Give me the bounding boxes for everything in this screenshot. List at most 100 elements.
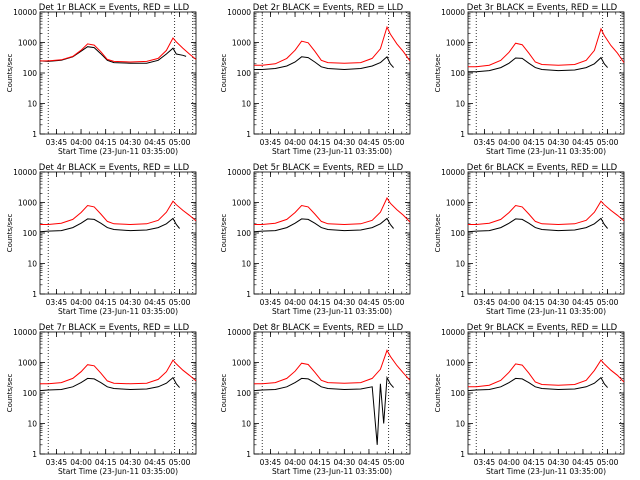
y-tick-label: 10000 <box>441 8 465 17</box>
chart-panel: Det 4r BLACK = Events, RED = LLD 1 10 100 10… <box>6 163 197 316</box>
x-tick-label: 03:45 <box>46 458 68 467</box>
plot-frame <box>467 331 625 455</box>
x-axis-label: Start Time (23-Jun-11 03:35:00) <box>58 307 178 316</box>
x-tick-label: 04:00 <box>498 138 520 147</box>
x-tick-label: 04:30 <box>334 298 356 307</box>
series-line <box>254 25 411 66</box>
y-tick-label: 100 <box>451 229 466 238</box>
x-tick-label: 05:00 <box>169 138 191 147</box>
x-tick-label: 05:00 <box>383 298 405 307</box>
chart-title: Det 9r BLACK = Events, RED = LLD <box>467 323 618 333</box>
x-axis-label: Start Time (23-Jun-11 03:35:00) <box>272 147 392 156</box>
x-tick-label: 04:45 <box>144 138 166 147</box>
y-tick-label: 1 <box>460 130 465 139</box>
y-tick-label: 10 <box>27 260 37 269</box>
y-tick-label: 1 <box>246 450 251 459</box>
y-tick-label: 100 <box>237 389 252 398</box>
y-tick-label: 1 <box>246 130 251 139</box>
x-tick-label: 04:00 <box>284 138 306 147</box>
y-tick-label: 10000 <box>13 8 37 17</box>
y-axis-label: Counts/sec <box>220 374 228 413</box>
chart-panel: Det 9r BLACK = Events, RED = LLD 1 10 100 10… <box>434 323 625 476</box>
series-line <box>468 56 608 73</box>
plot-frame <box>39 11 197 135</box>
y-tick-label: 1000 <box>446 199 465 208</box>
y-axis-label: Counts/sec <box>434 54 442 93</box>
x-tick-label: 04:15 <box>523 298 545 307</box>
x-tick-label: 04:45 <box>358 138 380 147</box>
y-tick-label: 10 <box>455 260 465 269</box>
chart-title: Det 6r BLACK = Events, RED = LLD <box>467 163 618 173</box>
x-tick-label: 04:15 <box>523 458 545 467</box>
series-line <box>253 375 394 445</box>
x-tick-label: 05:00 <box>597 458 619 467</box>
x-tick-label: 04:30 <box>120 138 142 147</box>
x-axis-label: Start Time (23-Jun-11 03:35:00) <box>486 467 606 476</box>
y-tick-label: 1000 <box>446 39 465 48</box>
y-tick-label: 100 <box>23 229 38 238</box>
y-tick-label: 10 <box>241 260 251 269</box>
x-axis-label: Start Time (23-Jun-11 03:35:00) <box>272 467 392 476</box>
x-tick-label: 04:45 <box>572 458 594 467</box>
plot-frame <box>467 171 625 295</box>
y-axis-label: Counts/sec <box>220 214 228 253</box>
y-tick-label: 100 <box>237 229 252 238</box>
x-tick-label: 04:15 <box>95 458 117 467</box>
chart-title: Det 8r BLACK = Events, RED = LLD <box>253 323 404 333</box>
y-axis-label: Counts/sec <box>434 214 442 253</box>
x-tick-label: 04:30 <box>120 298 142 307</box>
x-tick-label: 04:00 <box>284 298 306 307</box>
x-axis-label: Start Time (23-Jun-11 03:35:00) <box>272 307 392 316</box>
y-tick-label: 1000 <box>18 359 37 368</box>
x-tick-label: 04:00 <box>284 458 306 467</box>
x-axis-label: Start Time (23-Jun-11 03:35:00) <box>58 147 178 156</box>
y-axis-label: Counts/sec <box>6 54 14 93</box>
series-line <box>467 217 608 233</box>
chart-title: Det 5r BLACK = Events, RED = LLD <box>253 163 404 173</box>
x-tick-label: 04:45 <box>572 138 594 147</box>
series-line <box>468 359 625 388</box>
y-axis-label: Counts/sec <box>434 374 442 413</box>
x-tick-label: 04:15 <box>523 138 545 147</box>
y-tick-label: 10000 <box>13 168 37 177</box>
y-axis-label: Counts/sec <box>6 374 14 413</box>
y-tick-label: 10 <box>455 100 465 109</box>
series-line <box>253 217 394 233</box>
x-tick-label: 04:30 <box>334 458 356 467</box>
x-tick-label: 05:00 <box>383 138 405 147</box>
plot-frame <box>253 171 411 295</box>
x-tick-label: 04:30 <box>548 298 570 307</box>
plot-frame <box>39 331 197 455</box>
x-tick-label: 04:00 <box>70 138 92 147</box>
y-tick-label: 1 <box>460 290 465 299</box>
y-tick-label: 100 <box>451 389 466 398</box>
y-tick-label: 1 <box>32 450 37 459</box>
y-tick-label: 10000 <box>227 8 251 17</box>
x-tick-label: 05:00 <box>597 298 619 307</box>
y-tick-label: 1000 <box>232 39 251 48</box>
y-tick-label: 10 <box>241 100 251 109</box>
y-tick-label: 1 <box>32 290 37 299</box>
series-line <box>39 376 180 392</box>
chart-panel: Det 6r BLACK = Events, RED = LLD 1 10 100 10… <box>434 163 625 316</box>
x-tick-label: 04:15 <box>309 458 331 467</box>
x-axis-label: Start Time (23-Jun-11 03:35:00) <box>486 307 606 316</box>
series-line <box>40 200 197 226</box>
x-tick-label: 04:30 <box>548 138 570 147</box>
chart-panel: Det 1r BLACK = Events, RED = LLD 1 10 100 10… <box>6 3 197 156</box>
y-tick-label: 1000 <box>232 199 251 208</box>
x-tick-label: 04:45 <box>358 298 380 307</box>
chart-title: Det 7r BLACK = Events, RED = LLD <box>39 323 190 333</box>
x-tick-label: 04:15 <box>95 298 117 307</box>
y-tick-label: 10000 <box>441 168 465 177</box>
y-tick-label: 1000 <box>18 39 37 48</box>
plot-frame <box>253 11 411 135</box>
y-tick-label: 100 <box>237 69 252 78</box>
x-tick-label: 05:00 <box>383 458 405 467</box>
y-tick-label: 10000 <box>13 328 37 337</box>
y-tick-label: 1 <box>246 290 251 299</box>
y-tick-label: 100 <box>451 69 466 78</box>
chart-panel: Det 5r BLACK = Events, RED = LLD 1 10 100 10… <box>220 163 411 316</box>
x-tick-label: 04:15 <box>95 138 117 147</box>
